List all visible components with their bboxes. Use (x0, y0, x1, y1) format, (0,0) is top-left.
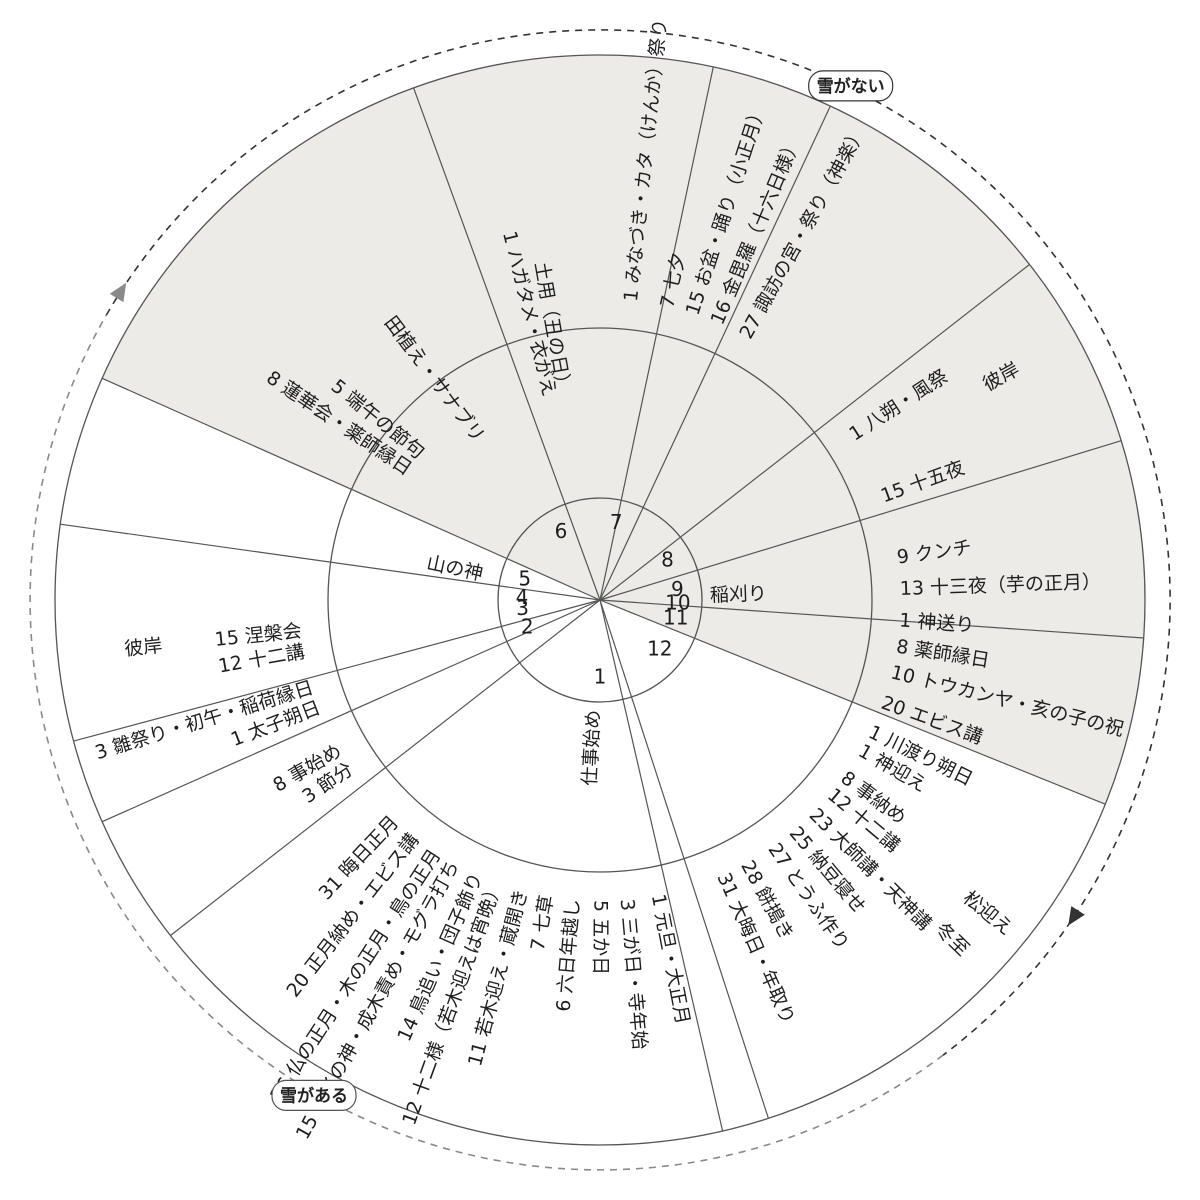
month-label: 7 (610, 510, 623, 534)
month-ring (497, 497, 703, 703)
event-label: 1 元旦・大正月 (647, 892, 694, 1026)
season-label: 冬至 (931, 918, 974, 960)
snow-none-arc (105, 29, 1171, 1056)
month-label: 3 (516, 596, 529, 620)
shade-sector-3 (600, 106, 1030, 600)
month-label: 11 (663, 605, 688, 629)
season-label: 稲刈り (709, 583, 767, 607)
event-label: 7 七草 (527, 893, 558, 952)
shade-sector-6 (600, 600, 1144, 805)
shade-sector-4 (600, 264, 1122, 600)
snow-none-badge: 雪がない (808, 70, 894, 102)
month-label: 6 (555, 519, 568, 543)
snow-season-indicator: 雪がない 雪がある (29, 29, 1171, 1171)
shade-sector-2 (413, 55, 831, 601)
month-label: 4 (516, 585, 529, 609)
snow-some-label: 雪がある (280, 1085, 348, 1106)
snow-arrow-lower-icon (1068, 906, 1085, 926)
event-label: 1 神送り (899, 609, 975, 636)
middle-ring (327, 327, 873, 873)
event-label: 6 六日年越し (553, 898, 585, 1013)
month-label: 8 (661, 548, 674, 572)
month-label: 2 (521, 615, 534, 639)
snowless-season-shading (102, 55, 1146, 805)
event-label: 5 五か日 (590, 900, 612, 975)
snow-arrow-upper-icon (109, 282, 127, 303)
season-label: 松迎え (959, 887, 1017, 940)
event-label: 3 三が日・寺年始 (616, 898, 651, 1050)
snow-none-label: 雪がない (817, 76, 885, 97)
snow-some-badge: 雪がある (271, 1079, 357, 1112)
snow-some-arc (29, 314, 944, 1171)
event-label: 彼岸 (123, 635, 163, 661)
season-label: 山の神 (425, 552, 485, 585)
month-label: 9 (671, 577, 684, 601)
month-label: 10 (665, 591, 690, 615)
season-label: 仕事始め (579, 709, 605, 786)
shade-sector-1 (102, 87, 600, 600)
month-label: 1 (594, 665, 607, 689)
outer-ring (54, 54, 1146, 1146)
month-label: 12 (647, 637, 672, 661)
shade-sector-5 (600, 440, 1146, 638)
month-label: 5 (518, 566, 531, 590)
